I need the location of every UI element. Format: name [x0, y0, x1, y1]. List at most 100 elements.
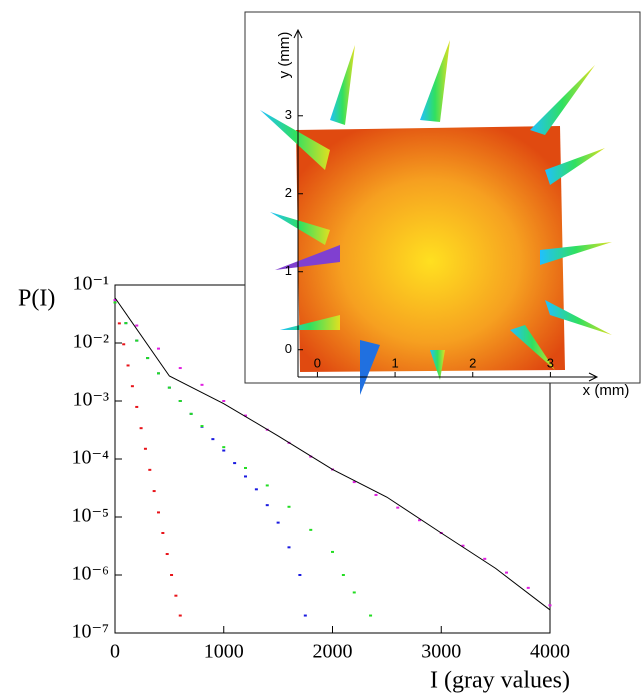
point: [130, 385, 134, 388]
point: [276, 521, 280, 524]
point: [117, 322, 121, 325]
point: [222, 400, 226, 402]
y-tick-label: 10⁻⁵: [71, 505, 109, 527]
point: [244, 475, 247, 478]
point: [303, 614, 307, 617]
point: [200, 425, 204, 428]
y-axis: [293, 28, 303, 377]
point: [178, 367, 182, 370]
point: [135, 405, 139, 408]
spike: [545, 300, 612, 335]
point: [167, 386, 171, 389]
point: [341, 574, 345, 576]
inset: 0 1 2 3 0 1 2 3: [244, 11, 641, 395]
x-tick-label: 3: [547, 355, 554, 370]
y-tick-label: 10⁻⁶: [71, 563, 109, 585]
point: [124, 322, 128, 325]
point: [418, 519, 421, 522]
point: [152, 490, 156, 493]
spike: [530, 65, 595, 135]
point: [396, 506, 400, 509]
sample-body: [296, 126, 565, 372]
x-tick-label: 2: [469, 355, 476, 370]
inset-x-label: x (mm): [583, 382, 630, 399]
x-axis-label: I (gray values): [430, 668, 570, 694]
x-tick-label: 3000: [421, 641, 461, 663]
point: [505, 571, 508, 574]
point: [331, 550, 334, 553]
spike: [510, 325, 555, 370]
point: [146, 357, 150, 360]
point: [157, 372, 160, 375]
main-chart: 0 1000 2000 3000 4000 10⁻⁷ 10⁻⁶ 10⁻⁵ 10⁻⁴ 10⁻³ 10⁻…: [71, 273, 570, 663]
spike: [270, 212, 330, 245]
point: [170, 574, 174, 576]
y-axis-label: P(I): [18, 286, 55, 312]
point: [369, 614, 373, 617]
point: [526, 586, 530, 589]
point: [178, 400, 182, 402]
point: [126, 364, 130, 367]
x-tick-label: 0: [314, 355, 321, 370]
x-axis: [298, 372, 599, 382]
point: [211, 438, 215, 441]
spike: [430, 350, 445, 380]
point: [309, 528, 313, 531]
y-tick-label: 10⁻¹: [72, 273, 109, 295]
sample-image: [260, 40, 612, 395]
point: [165, 553, 169, 556]
point: [222, 446, 226, 449]
x-tick-label: 2000: [313, 641, 353, 663]
y-tick-label: 1: [285, 263, 292, 278]
point: [254, 488, 258, 491]
spike: [420, 40, 450, 122]
inset-y-label: y (mm): [276, 32, 293, 79]
point: [148, 468, 152, 471]
point: [135, 324, 139, 327]
point: [374, 493, 378, 496]
spike: [330, 45, 355, 125]
y-tick-label: 10⁻⁴: [71, 447, 109, 469]
point: [161, 531, 165, 534]
x-tick-label: 1000: [204, 641, 244, 663]
point: [548, 604, 552, 607]
point: [122, 343, 126, 346]
y-tick-label: 2: [285, 185, 292, 200]
point: [143, 447, 147, 450]
point: [244, 466, 247, 469]
point: [157, 511, 160, 514]
point: [352, 591, 356, 594]
y-tick-label: 10⁻³: [72, 389, 109, 411]
point: [135, 339, 139, 342]
y-tick-label: 0: [285, 341, 292, 356]
point: [113, 299, 117, 302]
spike: [280, 315, 340, 330]
spike: [260, 110, 330, 170]
y-tick-label: 3: [285, 107, 292, 122]
point: [461, 544, 465, 547]
point: [244, 414, 247, 417]
point: [287, 505, 291, 508]
spike: [540, 242, 612, 265]
spike: [545, 148, 605, 185]
point: [113, 301, 117, 304]
y-tick-label: 10⁻⁷: [71, 621, 109, 643]
x-tick-label: 0: [110, 641, 120, 663]
point: [483, 557, 487, 560]
point: [157, 347, 160, 350]
point: [222, 449, 226, 452]
point: [139, 427, 143, 430]
point: [189, 412, 193, 415]
y-tick-label: 10⁻²: [72, 331, 109, 353]
spike: [360, 340, 380, 395]
x-tick-label: 1: [391, 355, 398, 370]
x-tick-label: 4000: [530, 641, 570, 663]
point: [200, 383, 204, 386]
point: [265, 484, 269, 487]
point: [178, 614, 182, 617]
point: [352, 481, 356, 484]
point: [233, 462, 237, 465]
point: [265, 504, 269, 507]
